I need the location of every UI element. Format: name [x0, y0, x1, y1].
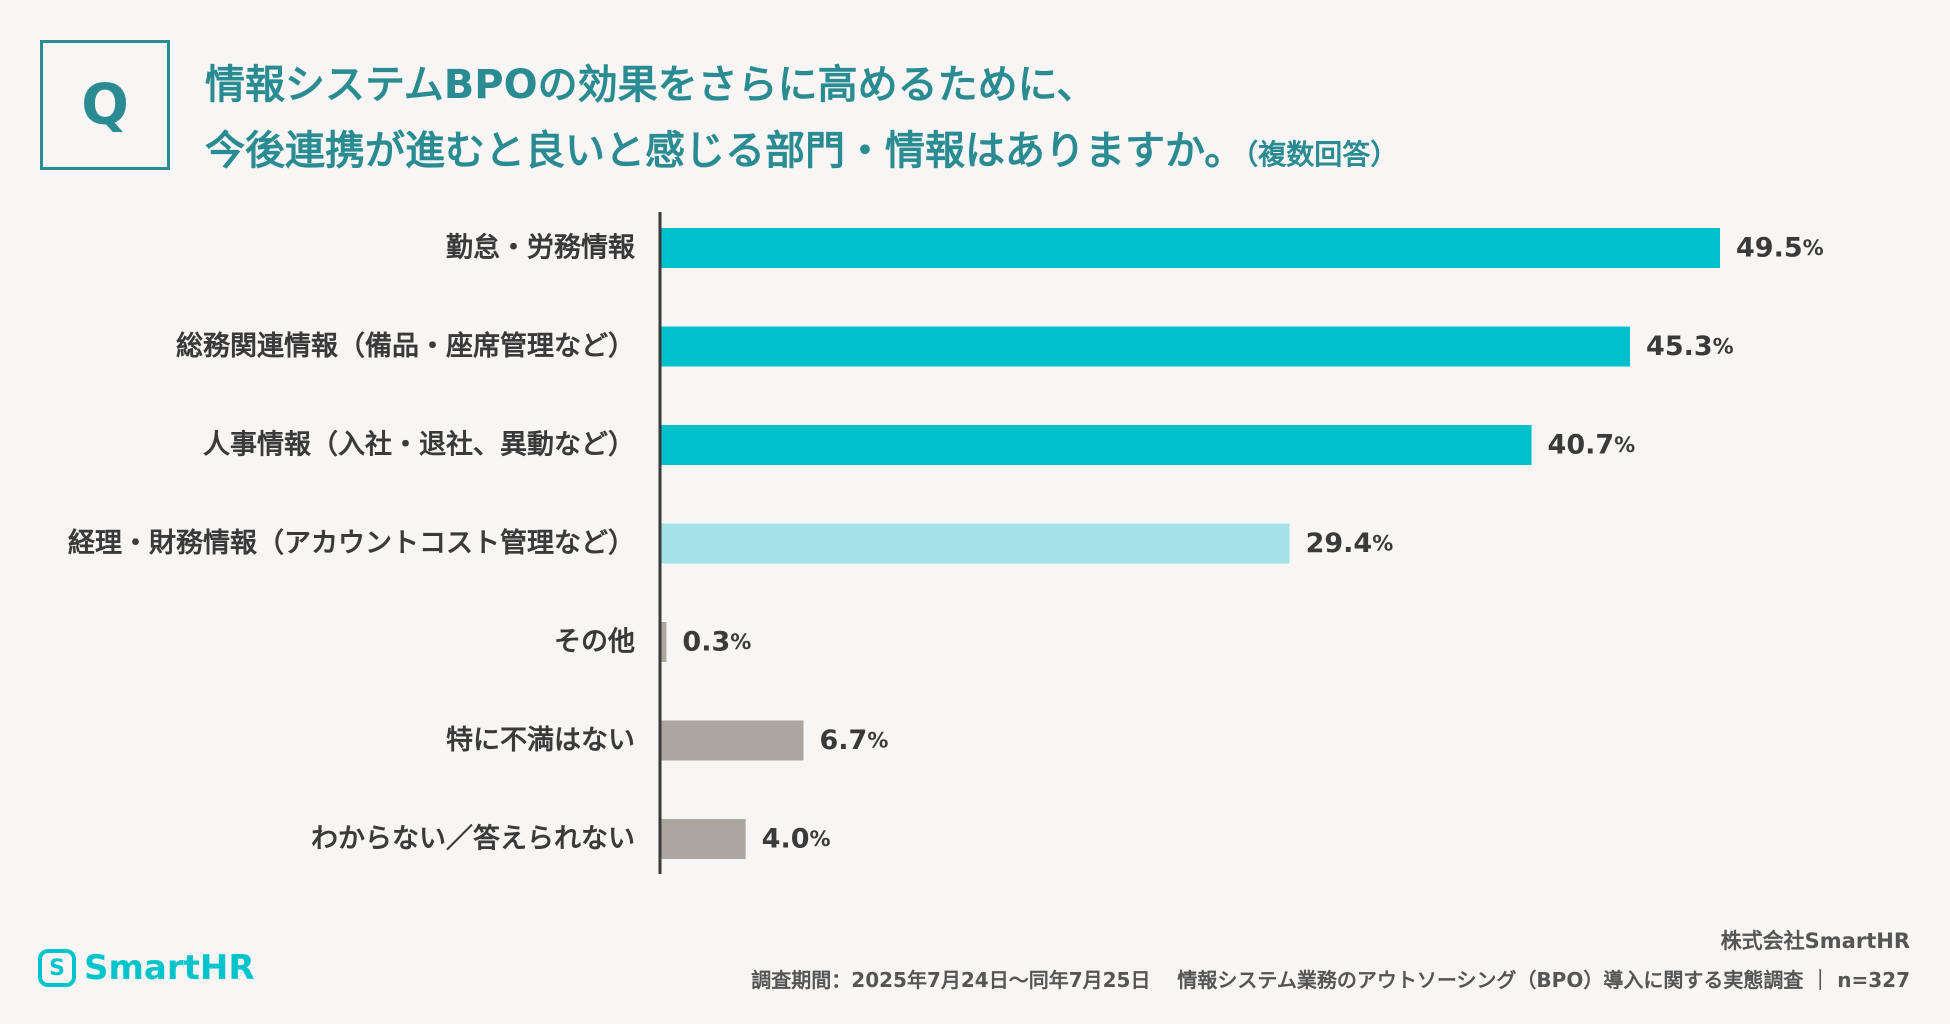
category-label-6: 特に不満はない: [446, 725, 635, 756]
value-label-3: 40.7%: [1548, 430, 1636, 461]
title-line-2-main: 今後連携が進むと良いと感じる部門・情報はありますか。: [205, 128, 1245, 174]
value-unit-3: %: [1614, 433, 1635, 457]
category-label-1: 勤怠・労務情報: [446, 232, 636, 264]
chart-title: 情報システムBPOの効果をさらに高めるために、 今後連携が進むと良いと感じる部門…: [205, 52, 1398, 188]
bar-3: [660, 425, 1532, 465]
value-unit-2: %: [1713, 335, 1734, 359]
value-label-6: 6.7%: [819, 725, 888, 756]
category-label-7: わからない／答えられない: [311, 823, 635, 855]
value-label-5: 0.3%: [682, 627, 751, 658]
value-unit-6: %: [867, 729, 888, 753]
bar-2: [660, 326, 1631, 367]
title-line-2-sub: （複数回答）: [1244, 138, 1399, 171]
smarthr-logo-text: SmartHR: [84, 948, 255, 988]
bar-6: [660, 720, 804, 761]
footer-survey-note: 調査期間：2025年7月24日〜同年7月25日 情報システム業務のアウトソーシン…: [751, 968, 1910, 992]
value-unit-1: %: [1803, 236, 1824, 260]
footer-company: 株式会社SmartHR: [1720, 929, 1910, 953]
category-label-5: その他: [554, 627, 635, 658]
bar-1: [660, 228, 1720, 268]
bar-5: [660, 622, 667, 662]
category-label-4: 経理・財務情報（アカウントコスト管理など）: [68, 527, 635, 559]
title-line-2: 今後連携が進むと良いと感じる部門・情報はありますか。（複数回答）: [205, 118, 1398, 188]
category-label-2: 総務関連情報（備品・座席管理など）: [176, 330, 635, 362]
value-label-7: 4.0%: [762, 824, 831, 855]
value-unit-4: %: [1372, 532, 1393, 556]
question-badge: Q: [40, 40, 170, 170]
smarthr-logo: S SmartHR: [38, 948, 255, 988]
value-label-2: 45.3%: [1646, 331, 1734, 362]
category-label-3: 人事情報（入社・退社、異動など）: [203, 429, 635, 461]
smarthr-logo-icon-letter: S: [49, 955, 65, 981]
bar-7: [660, 819, 746, 859]
value-unit-7: %: [810, 827, 831, 851]
value-label-1: 49.5%: [1736, 233, 1824, 264]
value-unit-5: %: [730, 630, 751, 654]
title-line-1: 情報システムBPOの効果をさらに高めるために、: [205, 62, 1097, 108]
question-badge-label: Q: [81, 72, 129, 138]
smarthr-logo-icon: S: [38, 949, 76, 987]
bar-4: [660, 523, 1290, 564]
value-label-4: 29.4%: [1306, 528, 1394, 559]
